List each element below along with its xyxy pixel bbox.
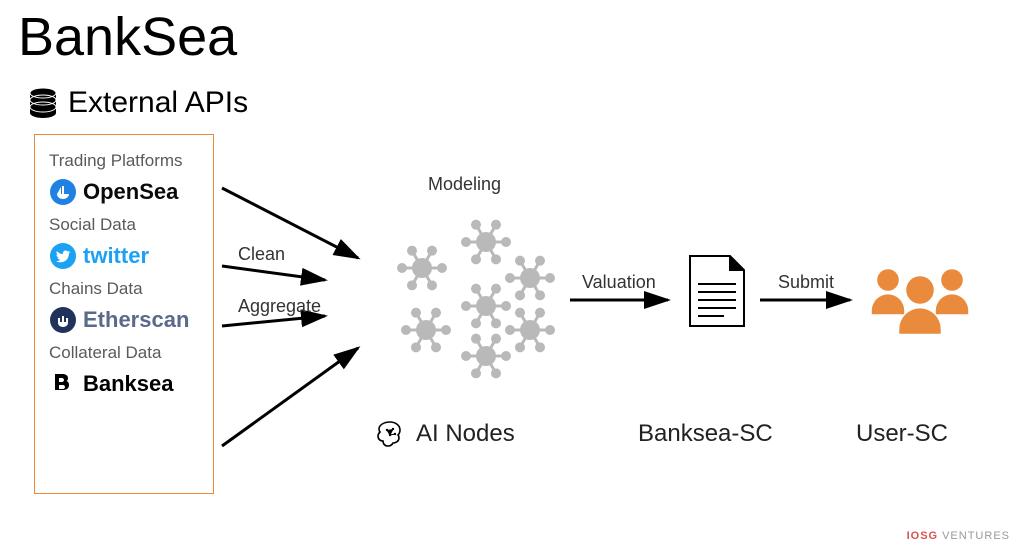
opensea-icon [49,178,77,206]
api-category-label: Chains Data [49,279,199,299]
users-icon [856,250,986,350]
api-logo-twitter: twitter [49,239,199,273]
api-logo-text: OpenSea [83,179,178,205]
diagram-root: BankSea External APIs Trading Platforms O… [0,0,1024,556]
label-valuation: Valuation [582,272,656,293]
flow-arrow [222,348,358,446]
database-icon [28,87,58,119]
banksea-icon [49,370,77,398]
flow-arrow [222,316,325,326]
label-aggregate: Aggregate [238,296,321,317]
etherscan-icon [49,306,77,334]
watermark: IOSG VENTURES [907,530,1010,542]
stage-banksea-sc: Banksea-SC [638,420,773,448]
api-category-label: Trading Platforms [49,151,199,171]
flow-arrow [222,266,325,280]
brain-icon [376,420,406,453]
label-clean: Clean [238,244,285,265]
external-apis-heading: External APIs [28,86,248,120]
label-modeling: Modeling [428,174,501,195]
page-title: BankSea [18,6,237,68]
api-logo-text: Banksea [83,371,174,397]
stage-user-sc: User-SC [856,420,948,448]
external-apis-box: Trading Platforms OpenSea Social Data twitt… [34,134,214,494]
api-category-label: Collateral Data [49,343,199,363]
twitter-icon [49,242,77,270]
external-apis-label: External APIs [68,86,248,120]
api-logo-text: Etherscan [83,307,189,333]
document-icon [688,254,748,330]
api-category-label: Social Data [49,215,199,235]
watermark-text: VENTURES [942,530,1010,542]
label-submit: Submit [778,272,834,293]
api-logo-banksea: Banksea [49,367,199,401]
api-logo-text: twitter [83,243,149,269]
ai-network-graphic [358,198,558,398]
api-logo-etherscan: Etherscan [49,303,199,337]
watermark-brand: IOSG [907,530,939,542]
stage-ai-nodes: AI Nodes [416,420,515,448]
api-logo-opensea: OpenSea [49,175,199,209]
